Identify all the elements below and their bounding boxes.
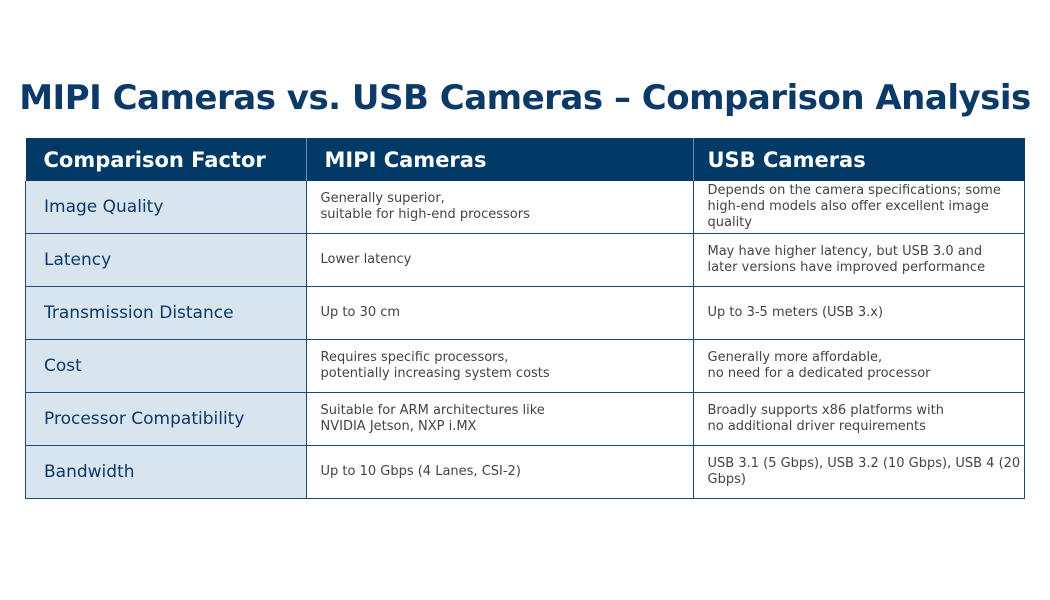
usb-text-line: Broadly supports x86 platforms with xyxy=(707,403,945,418)
mipi-cell: Requires specific processors, potentially… xyxy=(305,339,693,393)
usb-cell: May have higher latency, but USB 3.0 and… xyxy=(692,233,1025,287)
table-row: Bandwidth Up to 10 Gbps (4 Lanes, CSI-2) U… xyxy=(25,445,1025,499)
usb-cell: USB 3.1 (5 Gbps), USB 3.2 (10 Gbps), USB… xyxy=(692,445,1025,499)
usb-text-line: high-end models also offer excellent ima… xyxy=(707,199,989,230)
factor-cell: Transmission Distance xyxy=(25,286,306,340)
mipi-text-line: Generally superior, xyxy=(320,191,445,206)
mipi-cell: Lower latency xyxy=(305,233,693,287)
mipi-text-line: Up to 10 Gbps (4 Lanes, CSI-2) xyxy=(320,464,521,479)
table-row: Transmission Distance Up to 30 cm Up to 3-… xyxy=(25,286,1025,340)
factor-cell: Processor Compatibility xyxy=(25,392,306,446)
mipi-text-line: Up to 30 cm xyxy=(320,305,401,320)
usb-text-line: USB 3.1 (5 Gbps), USB 3.2 (10 Gbps), USB… xyxy=(707,456,1021,487)
table-header-row: Comparison Factor MIPI Cameras USB Camer… xyxy=(25,138,1025,181)
page-title: MIPI Cameras vs. USB Cameras – Compariso… xyxy=(19,78,1031,118)
usb-text-line: Depends on the camera specifications; so… xyxy=(707,183,1001,198)
mipi-text-line: Suitable for ARM architectures like xyxy=(320,403,545,418)
header-comparison-factor: Comparison Factor xyxy=(25,138,307,181)
usb-text-line: no additional driver requirements xyxy=(707,419,926,434)
table-row: Latency Lower latency May have higher late… xyxy=(25,233,1025,287)
usb-text-line: no need for a dedicated processor xyxy=(707,366,931,381)
usb-cell: Up to 3-5 meters (USB 3.x) xyxy=(692,286,1025,340)
mipi-text-line: suitable for high-end processors xyxy=(320,207,530,222)
mipi-text-line: Lower latency xyxy=(320,252,412,267)
table-row: Cost Requires specific processors, potenti… xyxy=(25,339,1025,393)
mipi-text-line: potentially increasing system costs xyxy=(320,366,550,381)
factor-cell: Latency xyxy=(25,233,306,287)
usb-text-line: Up to 3-5 meters (USB 3.x) xyxy=(707,305,884,320)
usb-text-line: later versions have improved performance xyxy=(707,260,986,275)
factor-cell: Bandwidth xyxy=(25,445,306,499)
mipi-cell: Up to 10 Gbps (4 Lanes, CSI-2) xyxy=(305,445,693,499)
factor-cell: Cost xyxy=(25,339,306,393)
mipi-cell: Generally superior, suitable for high-end… xyxy=(305,181,693,234)
header-usb-cameras: USB Cameras xyxy=(693,138,1025,181)
usb-cell: Broadly supports x86 platforms with no ad… xyxy=(692,392,1025,446)
mipi-text-line: NVIDIA Jetson, NXP i.MX xyxy=(320,419,477,434)
factor-cell: Image Quality xyxy=(25,181,306,234)
mipi-text-line: Requires specific processors, xyxy=(320,350,509,365)
table-row: Processor Compatibility Suitable for ARM … xyxy=(25,392,1025,446)
usb-text-line: Generally more affordable, xyxy=(707,350,883,365)
usb-text-line: May have higher latency, but USB 3.0 and xyxy=(707,244,983,259)
usb-cell: Depends on the camera specifications; so… xyxy=(692,181,1025,234)
comparison-table: Comparison Factor MIPI Cameras USB Camer… xyxy=(25,138,1025,499)
header-mipi-cameras: MIPI Cameras xyxy=(306,138,694,181)
usb-cell: Generally more affordable, no need for a … xyxy=(692,339,1025,393)
table-row: Image Quality Generally superior, suitable… xyxy=(25,181,1025,234)
mipi-cell: Suitable for ARM architectures like NVIDI… xyxy=(305,392,693,446)
mipi-cell: Up to 30 cm xyxy=(305,286,693,340)
